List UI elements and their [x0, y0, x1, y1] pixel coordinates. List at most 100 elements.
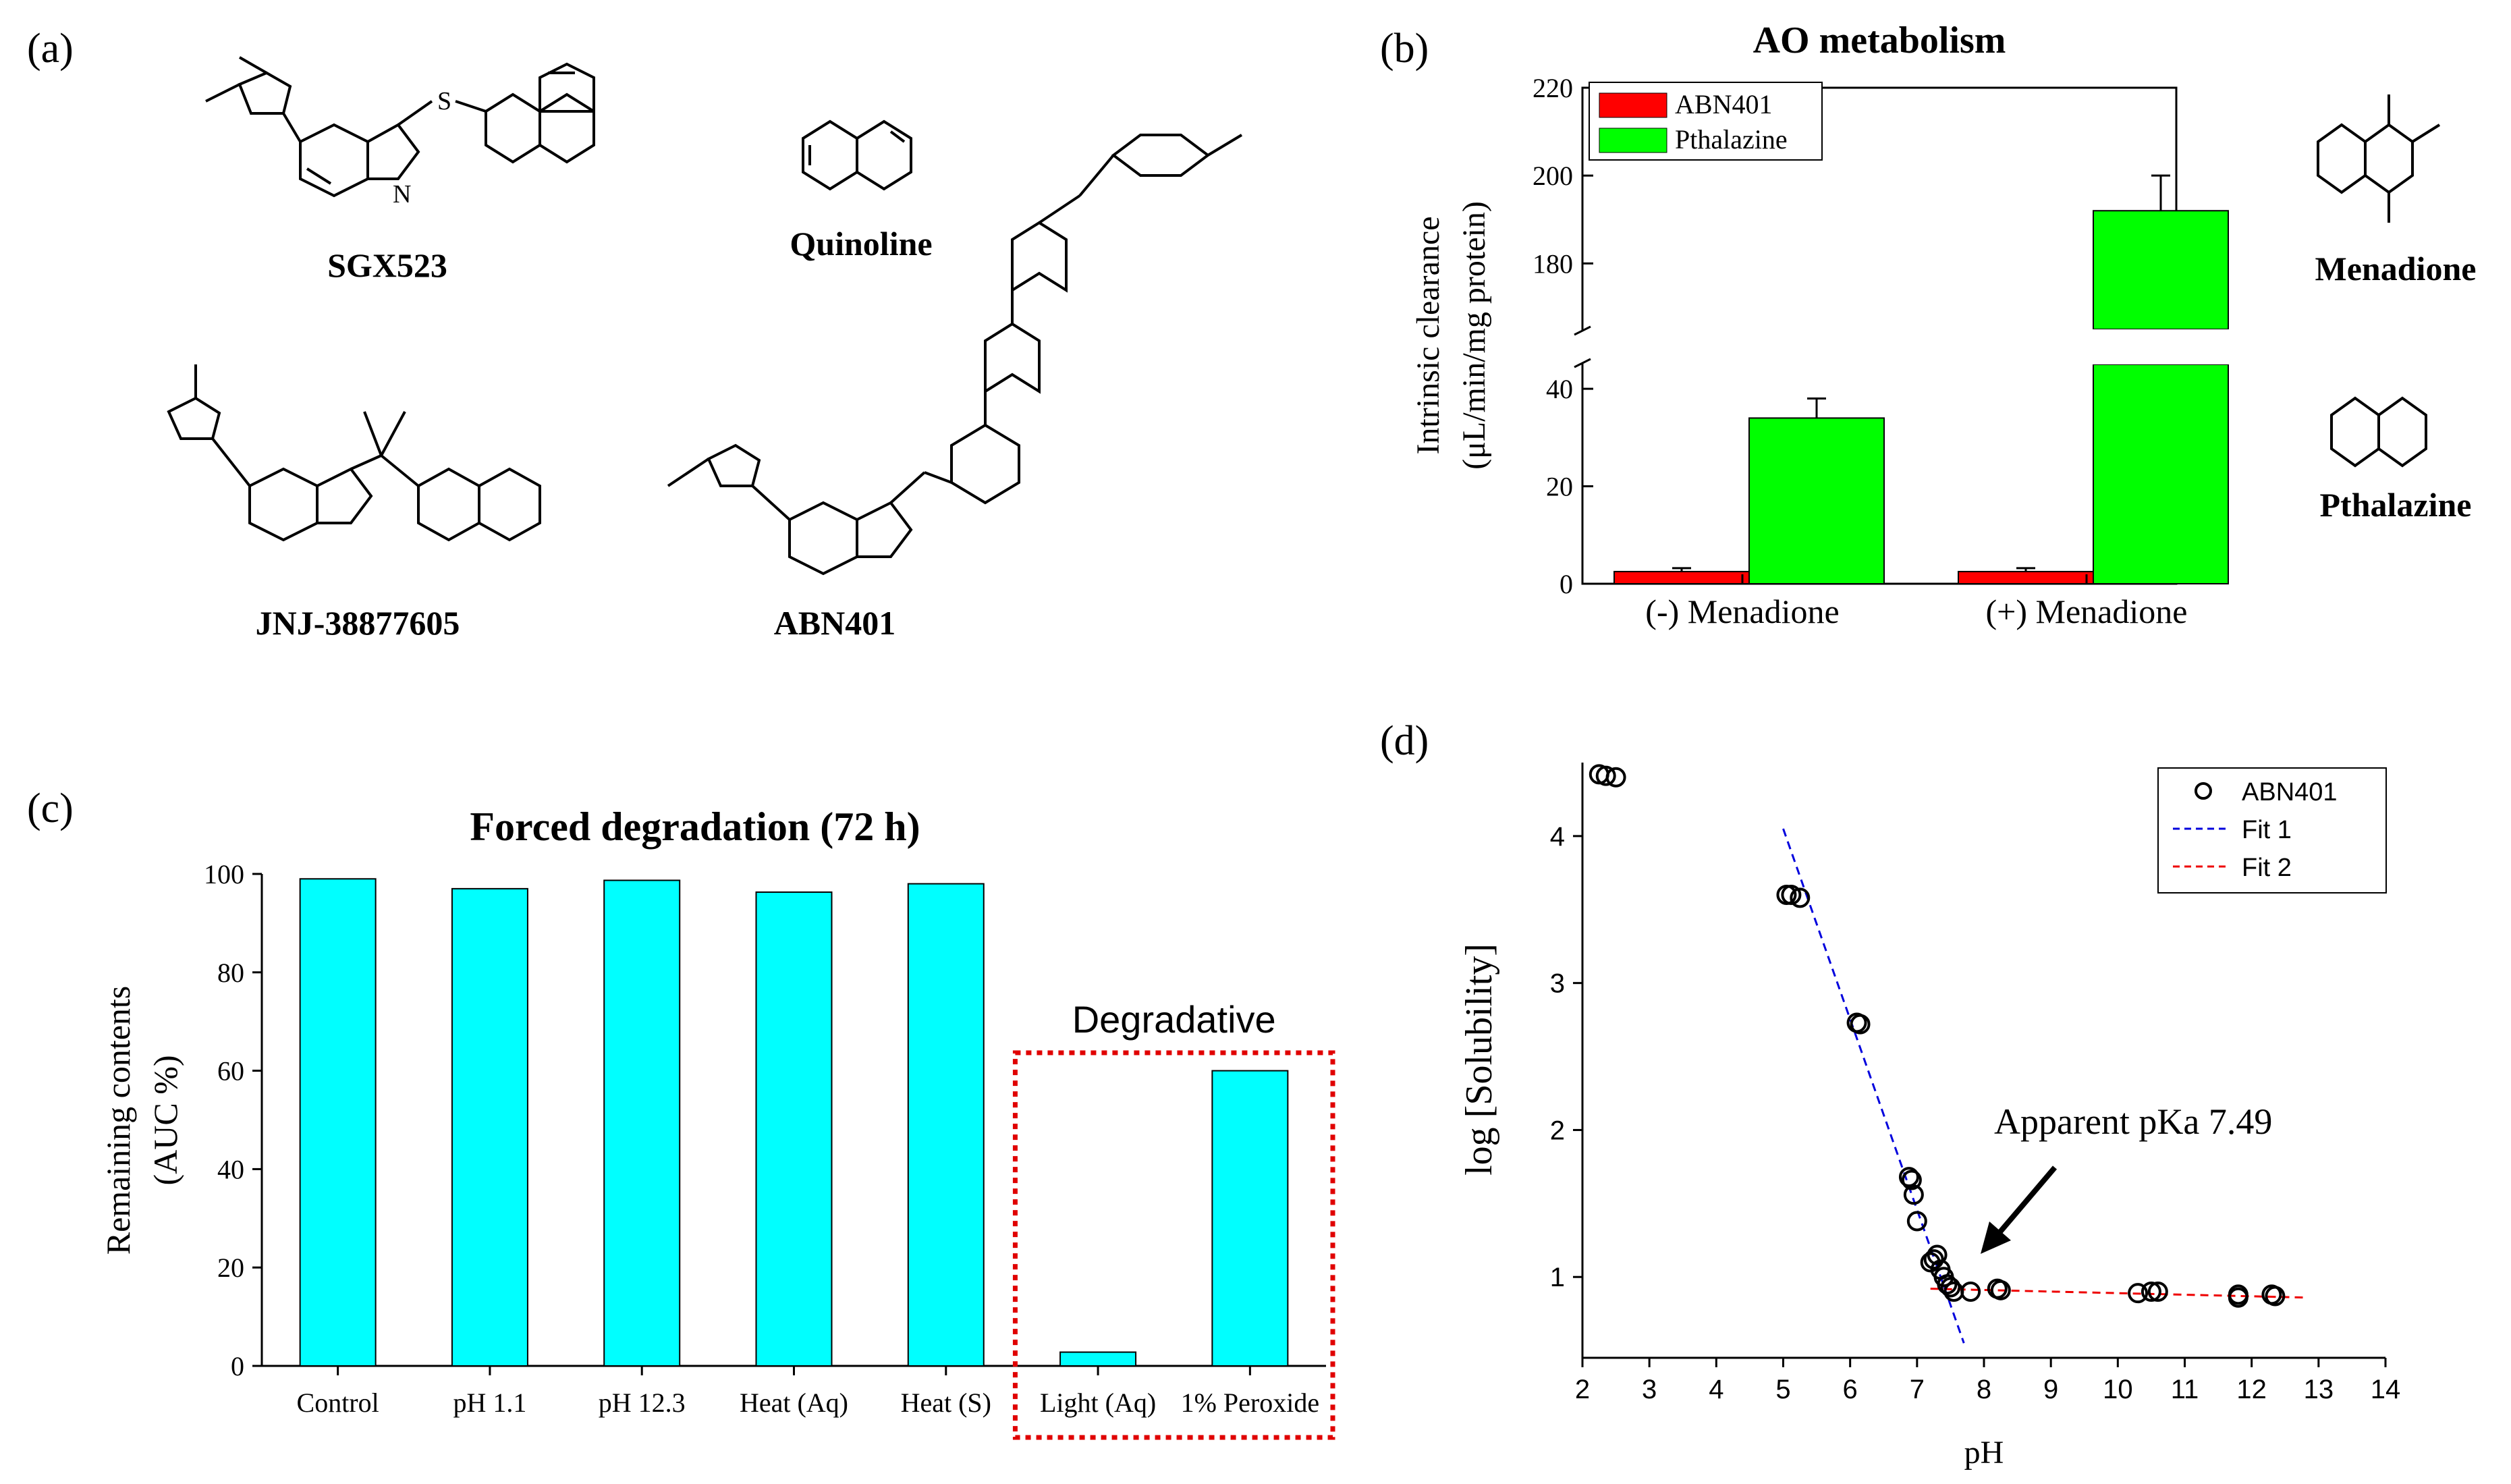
chart-c-bar	[1059, 1351, 1137, 1367]
chart-b-ytick-label: 220	[1533, 73, 1573, 103]
chart-d-xtick-label: 13	[2304, 1375, 2334, 1404]
chart-d-xlabel: pH	[1964, 1435, 2004, 1471]
chart-b-bar-1-1-lower	[2093, 364, 2229, 584]
chart-c-ytick-label: 80	[217, 958, 244, 988]
structures-panel: S N	[167, 56, 2441, 576]
chart-b-ytick-label: 0	[1560, 569, 1573, 599]
panel-label-a: (a)	[27, 26, 74, 72]
chart-b-legend-label: Pthalazine	[1675, 124, 1788, 155]
chart-d-xtick-label: 14	[2371, 1375, 2401, 1404]
chart-d-fit1-line	[1782, 828, 1965, 1344]
chart-b-xtick-label: (+) Menadione	[1986, 593, 2188, 630]
chart-b-ytick-label: 180	[1533, 248, 1573, 279]
chart-c-degradative-box	[1012, 1050, 1335, 1440]
chart-b-ytick-label: 40	[1546, 374, 1573, 404]
structure-abn401	[667, 134, 1243, 576]
chart-b-ytick-label: 20	[1546, 472, 1573, 502]
chart-b-bar-1-0	[1748, 417, 1885, 585]
chart-d-legend-label: Fit 1	[2242, 816, 2292, 844]
chart-c-xtick-label: Control	[297, 1387, 379, 1418]
chart-d-point	[2265, 1286, 2286, 1307]
chart-b-ylabel-2: (μL/min/mg protein)	[1456, 201, 1492, 470]
structure-pthalazine	[2330, 396, 2427, 468]
chart-c-annotation: Degradative	[1072, 998, 1276, 1041]
chart-c-xtick-label: Heat (Aq)	[740, 1387, 848, 1418]
chart-d-xtick-label: 10	[2103, 1375, 2133, 1404]
chart-b-legend-swatch	[1599, 128, 1667, 153]
chart-d-ytick-label: 4	[1550, 822, 1565, 852]
chart-b-bar-1-1-upper	[2093, 210, 2229, 330]
chart-b-break-mark-top	[1574, 325, 1591, 336]
chart-d-xtick-label: 8	[1977, 1375, 1991, 1404]
chart-d-xtick-label: 5	[1775, 1375, 1790, 1404]
chart-b-ytick-label: 200	[1533, 161, 1573, 191]
chart-d-point	[1595, 765, 1616, 786]
chart-b-ao-metabolism: AO metabolism 0 20 40 180 200 220 Intrinsic cle…	[1410, 20, 2230, 630]
chart-c-xtick-label: pH 1.1	[453, 1387, 526, 1418]
chart-d-annotation: Apparent pKa 7.49	[1994, 1101, 2272, 1142]
chart-c-ytick-label: 100	[204, 859, 244, 889]
chart-d-xtick-label: 7	[1910, 1375, 1925, 1404]
chart-d-legend-marker	[2195, 782, 2212, 800]
chart-b-break-mark-bottom	[1574, 358, 1591, 368]
atom-label-n: N	[393, 180, 411, 209]
chart-c-ytick-label: 20	[217, 1253, 244, 1283]
chart-d-xtick-label: 6	[1843, 1375, 1858, 1404]
chart-d-xtick-label: 9	[2043, 1375, 2058, 1404]
chart-d-xtick-label: 2	[1575, 1375, 1590, 1404]
chart-d-point	[1901, 1170, 1922, 1190]
chart-d-ytick-label: 1	[1550, 1263, 1565, 1292]
label-sgx523: SGX523	[327, 246, 447, 284]
chart-b-bar-break	[2092, 329, 2230, 364]
chart-d-arrow-head	[1981, 1221, 2011, 1254]
chart-c-ytick-label: 0	[231, 1351, 244, 1381]
chart-c-bar	[907, 883, 985, 1367]
chart-c-title: Forced degradation (72 h)	[470, 804, 920, 849]
chart-d-xtick-label: 3	[1642, 1375, 1657, 1404]
chart-c-xtick-label: pH 12.3	[599, 1387, 686, 1418]
chart-d-arrow-shaft	[1995, 1165, 2058, 1237]
chart-c-xtick-label: Heat (S)	[901, 1387, 991, 1418]
chart-c-bar	[755, 891, 833, 1367]
panel-label-d: (d)	[1380, 718, 1429, 764]
chart-c-forced-degradation: Forced degradation (72 h) 0 20 40 60 80 100 Rem…	[99, 804, 1335, 1440]
structure-quinoline	[802, 119, 912, 191]
chart-d-point	[2228, 1287, 2248, 1308]
chart-c-xtick-label: 1% Peroxide	[1181, 1387, 1320, 1418]
chart-d-point	[2128, 1283, 2149, 1304]
chart-c-bar	[299, 878, 377, 1367]
chart-d-point	[1990, 1280, 2011, 1300]
label-abn401: ABN401	[774, 604, 896, 642]
label-menadione: Menadione	[2315, 250, 2477, 287]
chart-d-ytick-label: 3	[1550, 969, 1565, 999]
chart-c-ytick-label: 60	[217, 1056, 244, 1087]
chart-d-xtick-label: 11	[2171, 1375, 2199, 1404]
atom-label-s: S	[437, 87, 451, 115]
chart-d-ytick-label: 2	[1550, 1116, 1565, 1145]
chart-d-ylabel: log [Solubility]	[1458, 943, 1500, 1176]
chart-d-point	[1940, 1277, 1961, 1298]
chart-d-fit2-line	[1930, 1288, 2306, 1299]
chart-d-xtick-label: 4	[1709, 1375, 1723, 1404]
chart-d-point	[1790, 887, 1811, 908]
structure-jnj38877605	[167, 364, 541, 542]
panel-label-c: (c)	[27, 786, 74, 831]
panel-label-b: (b)	[1380, 26, 1429, 72]
chart-d-legend-label: Fit 2	[2242, 854, 2292, 882]
chart-d-point	[1923, 1249, 1944, 1270]
chart-b-legend-swatch	[1599, 92, 1667, 118]
chart-d-point	[2147, 1282, 2168, 1302]
chart-c-bar	[1211, 1070, 1289, 1367]
label-quinoline: Quinoline	[790, 225, 932, 263]
chart-c-bar	[603, 879, 681, 1367]
chart-c-ytick-label: 40	[217, 1154, 244, 1184]
chart-b-ylabel-1: Intrinsic clearance	[1410, 216, 1446, 454]
chart-d-xtick-label: 12	[2236, 1375, 2267, 1404]
structure-menadione	[2317, 94, 2441, 223]
chart-d-point	[1605, 767, 1626, 788]
chart-d-point	[1927, 1244, 1948, 1265]
chart-d-point	[1850, 1014, 1871, 1035]
chart-d-point	[2141, 1282, 2161, 1302]
chart-c-ylabel-2: (AUC %)	[146, 1055, 184, 1185]
